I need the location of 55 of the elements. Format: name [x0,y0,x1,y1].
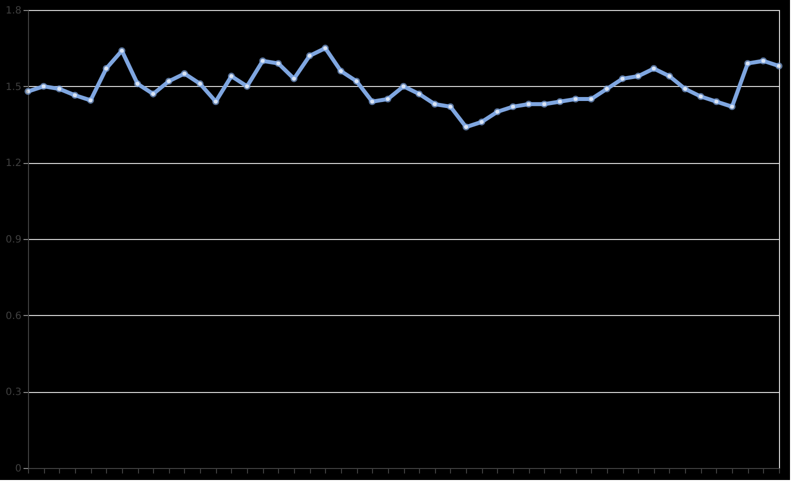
point [259,57,266,64]
point [494,108,501,116]
point [102,65,110,72]
point [322,44,329,52]
point [697,93,704,100]
y-tick-label: 1.8 [6,6,22,16]
point [446,103,454,110]
point [353,78,360,85]
point [760,57,767,64]
point [165,78,172,85]
point [431,100,438,108]
point [416,90,423,98]
point [682,85,689,92]
point [400,82,407,90]
point [588,96,595,103]
point [744,60,752,67]
point [180,70,188,78]
y-tick-label: 1.5 [6,82,22,93]
point [337,68,344,75]
point [572,96,580,103]
point [212,98,220,106]
point [87,96,94,104]
y-tick-label: 0.6 [6,310,22,322]
y-tick-label: 0.3 [6,387,22,398]
point [728,103,736,110]
point [40,82,48,90]
y-tick-label: 1.2 [6,158,22,170]
point [462,124,470,131]
point [510,103,517,110]
point [71,92,78,99]
point [290,75,298,82]
point [56,85,63,92]
point [368,98,376,106]
point [228,72,235,80]
point [384,96,392,103]
point [525,100,532,108]
point [478,118,486,126]
point [650,65,658,72]
point [134,80,142,88]
point [150,90,157,98]
point [196,80,204,88]
point [634,72,642,80]
point [666,72,673,80]
point [244,82,251,90]
point [712,98,720,106]
point [776,62,782,70]
point [24,88,32,95]
point [619,75,626,82]
y-tick-label: 0.9 [6,234,22,246]
y-tick-label: 0 [15,464,22,474]
point [556,98,564,106]
point [306,52,314,60]
point [603,85,610,92]
point [540,100,548,108]
point [274,60,282,67]
